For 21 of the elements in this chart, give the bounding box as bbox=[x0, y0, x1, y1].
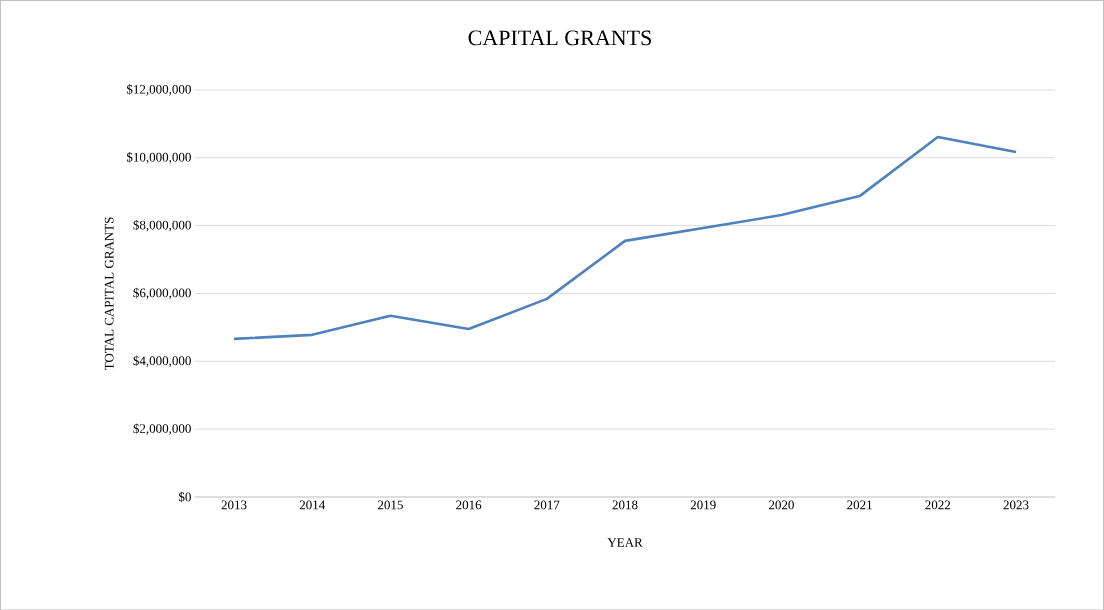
y-tick-label: $6,000,000 bbox=[133, 287, 191, 299]
y-tick-label: $12,000,000 bbox=[126, 84, 191, 96]
x-tick-label: 2016 bbox=[456, 500, 482, 510]
y-tick-label: $10,000,000 bbox=[126, 151, 191, 164]
x-tick-label: 2014 bbox=[299, 500, 326, 510]
x-tick-label: 2020 bbox=[768, 500, 794, 510]
x-tick-label: 2019 bbox=[690, 500, 716, 510]
chart-title: CAPITAL GRANTS bbox=[468, 30, 651, 46]
x-tick-label: 2015 bbox=[377, 500, 403, 510]
y-tick-label: $4,000,000 bbox=[133, 355, 191, 367]
x-tick-label: 2021 bbox=[847, 500, 872, 510]
x-axis-title: YEAR bbox=[607, 537, 643, 547]
x-tick-label: 2022 bbox=[925, 500, 951, 510]
x-tick-label: 2013 bbox=[221, 500, 247, 510]
y-tick-label: $0 bbox=[178, 491, 191, 502]
y-tick-label: $8,000,000 bbox=[133, 219, 191, 232]
y-axis-title: TOTAL CAPITAL GRANTS bbox=[104, 217, 114, 370]
x-tick-label: 2017 bbox=[534, 500, 560, 510]
x-tick-label: 2018 bbox=[612, 500, 638, 510]
y-tick-label: $2,000,000 bbox=[133, 423, 191, 435]
x-tick-label: 2023 bbox=[1003, 500, 1029, 510]
